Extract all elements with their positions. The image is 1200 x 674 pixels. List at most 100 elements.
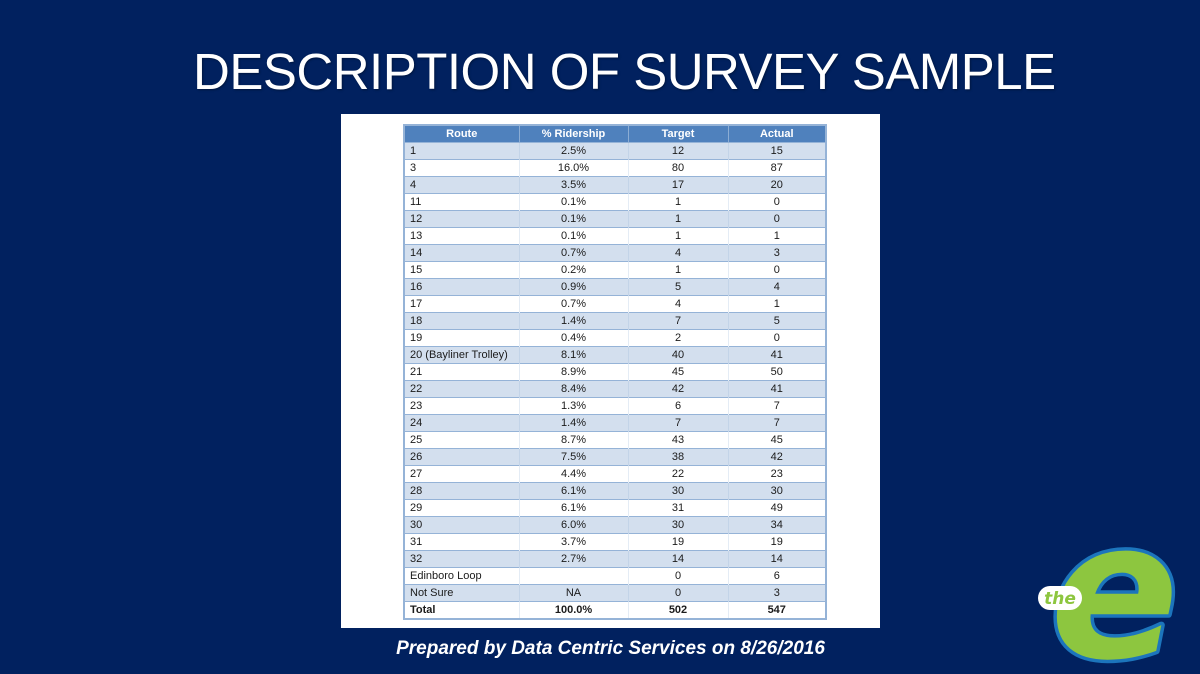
table-cell: 1	[627, 210, 728, 228]
table-row: 22 8.4% 42 41	[404, 380, 826, 398]
table-row: 19 0.4% 2 0	[404, 329, 826, 347]
table-row: 23 1.3% 6 7	[404, 397, 826, 415]
table-cell: 45	[627, 363, 728, 381]
table-row: 12 0.1% 1 0	[404, 210, 826, 228]
table-cell: 41	[727, 380, 826, 398]
table-cell: 6.1%	[518, 482, 628, 500]
table-row: 13 0.1% 1 1	[404, 227, 826, 245]
table-cell: 49	[727, 499, 826, 517]
table-cell: 4	[627, 295, 728, 313]
column-header: Target	[627, 125, 728, 143]
table-cell: 1.4%	[518, 312, 628, 330]
table-cell: 8.1%	[518, 346, 628, 364]
table-row: 29 6.1% 31 49	[404, 499, 826, 517]
table-cell: 0.1%	[518, 193, 628, 211]
table-wrapper: Route% Ridership Target Actual 1 2.5% 12 15 3 16…	[403, 124, 827, 620]
table-row: 18 1.4% 7 5	[404, 312, 826, 330]
table-cell: 1	[727, 295, 826, 313]
table-row: 25 8.7% 43 45	[404, 431, 826, 449]
table-cell: 32	[404, 550, 519, 568]
table-cell: 40	[627, 346, 728, 364]
table-cell: 23	[404, 397, 519, 415]
table-cell: 6.0%	[518, 516, 628, 534]
table-cell: 0	[727, 193, 826, 211]
table-row: Edinboro Loop 0 6	[404, 567, 826, 585]
table-cell: 7	[627, 312, 728, 330]
table-cell: 22	[404, 380, 519, 398]
table-cell: 1.3%	[518, 397, 628, 415]
table-cell: 30	[627, 516, 728, 534]
table-cell: 1	[627, 193, 728, 211]
slide-title: DESCRIPTION OF SURVEY SAMPLE	[193, 43, 1056, 100]
table-cell	[518, 567, 628, 585]
table-cell: 22	[627, 465, 728, 483]
table-cell: 8.7%	[518, 431, 628, 449]
table-cell: 5	[627, 278, 728, 296]
table-cell: 11	[404, 193, 519, 211]
prepared-by-credit: Prepared by Data Centric Services on 8/2…	[396, 638, 825, 659]
table-cell: 6.1%	[518, 499, 628, 517]
table-cell: 1	[404, 142, 519, 160]
table-cell: 30	[727, 482, 826, 500]
table-row: 30 6.0% 30 34	[404, 516, 826, 534]
table-cell: 0.7%	[518, 244, 628, 262]
table-cell: 14	[727, 550, 826, 568]
table-cell: 17	[404, 295, 519, 313]
table-row: 4 3.5% 17 20	[404, 176, 826, 194]
table-cell: 20	[727, 176, 826, 194]
table-cell: 31	[404, 533, 519, 551]
table-cell: 19	[404, 329, 519, 347]
table-cell: 1	[627, 261, 728, 279]
table-cell: 30	[404, 516, 519, 534]
table-cell: 0	[727, 210, 826, 228]
table-row: 1 2.5% 12 15	[404, 142, 826, 160]
table-cell: 12	[627, 142, 728, 160]
table-cell: 34	[727, 516, 826, 534]
table-cell: 13	[404, 227, 519, 245]
table-cell: 23	[727, 465, 826, 483]
table-cell: 3	[404, 159, 519, 177]
table-cell: 50	[727, 363, 826, 381]
table-cell: 19	[727, 533, 826, 551]
table-cell: 14	[627, 550, 728, 568]
table-row: 26 7.5% 38 42	[404, 448, 826, 466]
table-cell: 26	[404, 448, 519, 466]
table-cell: 17	[627, 176, 728, 194]
table-cell: NA	[518, 584, 628, 602]
table-cell: 20 (Bayliner Trolley)	[404, 346, 519, 364]
table-cell: 15	[404, 261, 519, 279]
table-row: 27 4.4% 22 23	[404, 465, 826, 483]
table-cell: 3.7%	[518, 533, 628, 551]
table-row: 28 6.1% 30 30	[404, 482, 826, 500]
table-cell: 18	[404, 312, 519, 330]
table-cell: 502	[627, 601, 728, 619]
table-cell: 42	[627, 380, 728, 398]
the-e-logo: e the	[1036, 540, 1186, 674]
table-row: 3 16.0% 80 87	[404, 159, 826, 177]
table-cell: 42	[727, 448, 826, 466]
table-cell: 38	[627, 448, 728, 466]
column-header: Actual	[727, 125, 826, 143]
table-row: 17 0.7% 4 1	[404, 295, 826, 313]
table-row: 14 0.7% 4 3	[404, 244, 826, 262]
table-cell: 0	[627, 584, 728, 602]
table-cell: 0.1%	[518, 227, 628, 245]
table-cell: 0.7%	[518, 295, 628, 313]
table-cell: 100.0%	[518, 601, 628, 619]
table-row: Not Sure NA 0 3	[404, 584, 826, 602]
table-row: 20 (Bayliner Trolley) 8.1% 40 41	[404, 346, 826, 364]
table-cell: 12	[404, 210, 519, 228]
table-cell: 8.9%	[518, 363, 628, 381]
table-cell: 45	[727, 431, 826, 449]
table-cell: 0.1%	[518, 210, 628, 228]
table-cell: 16	[404, 278, 519, 296]
table-cell: 3	[727, 584, 826, 602]
table-cell: 87	[727, 159, 826, 177]
table-cell: 1	[727, 227, 826, 245]
header-row: Route% Ridership Target Actual	[404, 125, 826, 143]
table-cell: 4	[727, 278, 826, 296]
table-cell: 16.0%	[518, 159, 628, 177]
table-cell: 43	[627, 431, 728, 449]
table-cell: Total	[404, 601, 519, 619]
